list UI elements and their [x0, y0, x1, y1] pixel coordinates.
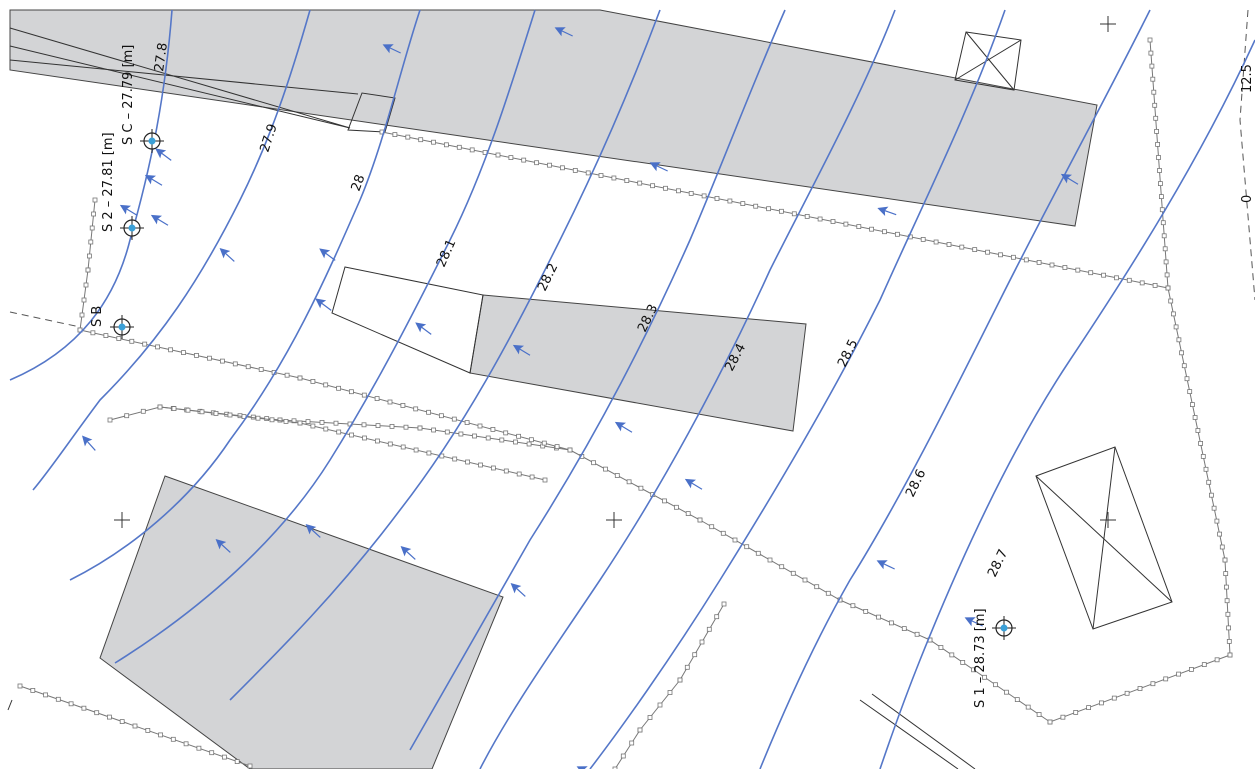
contour-label-28-7: 28.7 [985, 547, 1011, 580]
flow-arrow [510, 582, 526, 597]
contour-line-28-7 [879, 39, 1255, 769]
flow-arrow [964, 617, 983, 627]
edge-label-12-5: 12.5 [1240, 64, 1255, 93]
grid-cross [606, 512, 622, 528]
flow-arrow [400, 545, 416, 560]
contour-line-28-1 [114, 9, 536, 664]
contour-label-27-8: 27.8 [152, 42, 171, 73]
contour-line-28-4 [479, 9, 896, 769]
flow-arrow [684, 478, 703, 490]
building-middle [469, 294, 807, 432]
flow-arrow [219, 247, 235, 262]
contour-line-28-5 [589, 9, 1006, 769]
contour-label-28: 28 [349, 173, 369, 194]
well-sc[interactable] [140, 129, 164, 153]
flow-arrow [382, 44, 401, 54]
well-label-sc: S C – 27.79 [m] [121, 45, 136, 145]
structure-crossed-top [954, 31, 1022, 91]
flow-arrow [119, 204, 138, 216]
well-label-sb: S B [90, 306, 105, 327]
flow-arrow [554, 27, 573, 37]
contour-line-28-3 [409, 9, 786, 751]
flow-arrow [1060, 173, 1079, 185]
contour-label-27-9: 27.9 [258, 122, 281, 154]
flow-arrow [649, 162, 668, 172]
contour-line-27-8 [9, 9, 173, 381]
structures [7, 27, 1173, 769]
flow-arrow [319, 248, 336, 261]
contour-line-27-9 [32, 9, 311, 491]
grid-cross [1100, 16, 1116, 32]
edge-label-0: 0 [1240, 195, 1255, 203]
flow-arrow [877, 206, 897, 217]
flow-arrow [614, 421, 633, 433]
structure-annex [331, 266, 484, 374]
flow-arrow [305, 523, 321, 538]
grid-cross [1100, 512, 1116, 528]
dashed-boundary-right [1239, 9, 1255, 301]
building-bottom-left [99, 475, 504, 769]
flow-arrow [215, 538, 231, 553]
flow-arrow [315, 298, 332, 311]
grid-cross [114, 512, 130, 528]
flow-arrow [155, 148, 172, 161]
building-top-strip [9, 9, 1098, 227]
flow-arrow [144, 174, 163, 186]
structure-small-top [347, 92, 396, 133]
flow-arrow [82, 435, 96, 451]
flow-arrows [82, 27, 1079, 769]
flow-arrow [576, 766, 595, 769]
flow-arrow [150, 214, 169, 226]
well-label-s1: S 1 – 28.73 [m] [973, 608, 988, 708]
contour-label-28-5: 28.5 [835, 337, 861, 370]
flow-arrow [876, 560, 895, 570]
contour-label-28-2: 28.2 [535, 261, 561, 294]
flow-arrow [512, 344, 531, 356]
dashed-boundaries [9, 9, 1255, 328]
contour-lines [9, 9, 1255, 769]
flow-arrow [415, 322, 432, 335]
contour-line-28-6 [759, 9, 1151, 769]
well-label-s2: S 2 – 27.81 [m] [101, 132, 116, 232]
contour-label-28-6: 28.6 [903, 467, 929, 500]
well-sb[interactable] [110, 315, 134, 339]
road-lines [7, 27, 976, 769]
contour-label-28-1: 28.1 [434, 237, 459, 270]
contour-line-28 [69, 9, 421, 581]
dashed-boundary-left [9, 311, 81, 328]
structure-crossed-right [1035, 446, 1173, 630]
well-s1[interactable] [992, 616, 1016, 640]
buildings [9, 9, 1098, 769]
well-s2[interactable] [120, 216, 144, 240]
contour-line-28-2 [229, 9, 661, 701]
fences [17, 37, 1233, 769]
